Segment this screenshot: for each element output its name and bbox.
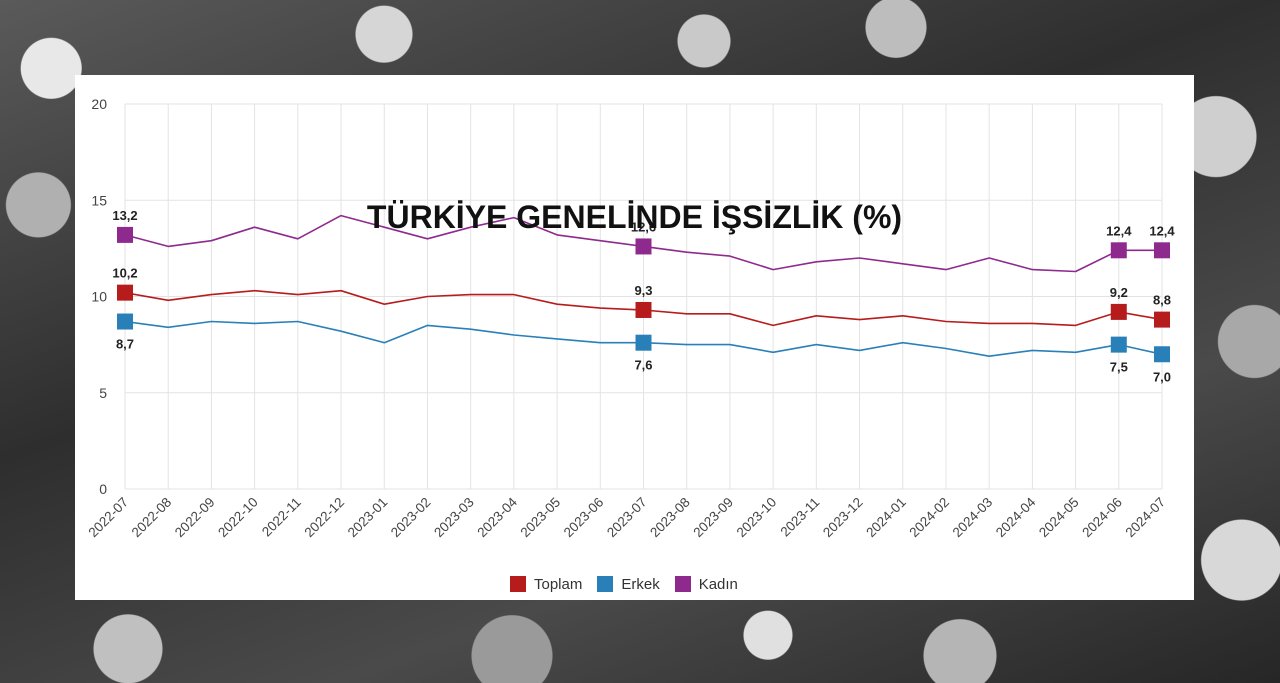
data-label: 7,5 — [1110, 360, 1128, 375]
chart-card: 0 5 10 15 20 2022-07 2022-08 2022-09 2022-10 2022… — [75, 75, 1194, 600]
x-tick-label: 2023-08 — [647, 495, 693, 541]
series — [117, 214, 1170, 363]
legend-label: Erkek — [621, 575, 660, 593]
data-label: 9,2 — [1110, 285, 1128, 300]
line-chart: 051015202022-072022-082022-092022-102022… — [85, 96, 1175, 540]
y-tick-label: 0 — [99, 481, 107, 497]
legend: Toplam Erkek Kadın — [510, 575, 753, 593]
x-tick-label: 2024-03 — [950, 495, 996, 541]
data-point-marker — [1154, 242, 1170, 259]
x-tick-label: 2022-09 — [172, 495, 218, 541]
x-tick-label: 2023-09 — [690, 495, 736, 541]
data-point-marker — [117, 226, 133, 243]
data-point-marker — [1110, 303, 1127, 320]
x-tick-label: 2024-07 — [1122, 495, 1168, 541]
x-tick-label: 2023-03 — [431, 495, 477, 541]
data-point-marker — [1110, 336, 1127, 353]
x-tick-label: 2022-12 — [302, 495, 348, 541]
data-point-marker — [635, 334, 652, 351]
y-tick-label: 15 — [91, 192, 107, 208]
data-label: 12,6 — [631, 219, 656, 234]
data-labels: 10,2 9,3 9,2 8,8 8,7 7,6 7,5 7,0 13,2 12,6 12,4 12,… — [112, 208, 1175, 384]
data-label: 10,2 — [112, 266, 137, 281]
data-point-marker — [1110, 242, 1127, 259]
data-point-marker — [117, 313, 133, 330]
x-tick-label: 2024-01 — [863, 495, 909, 541]
x-tick-label: 2022-10 — [215, 495, 261, 541]
x-tick-label: 2023-05 — [518, 495, 564, 541]
legend-item-erkek[interactable]: Erkek — [597, 575, 660, 593]
data-label: 9,3 — [634, 283, 652, 298]
legend-label: Kadın — [698, 575, 738, 593]
x-tick-label: 2023-02 — [388, 495, 434, 541]
data-label: 8,7 — [116, 337, 134, 352]
axes: 051015202022-072022-082022-092022-102022… — [85, 96, 1168, 540]
x-tick-label: 2024-05 — [1036, 495, 1082, 541]
y-tick-label: 10 — [91, 289, 107, 305]
x-tick-label: 2023-04 — [474, 494, 520, 540]
x-tick-label: 2024-04 — [993, 494, 1039, 540]
data-point-marker — [635, 238, 652, 255]
x-tick-label: 2024-02 — [906, 495, 952, 541]
data-label: 13,2 — [112, 208, 137, 223]
x-tick-label: 2023-10 — [734, 495, 780, 541]
data-label: 12,4 — [1106, 223, 1132, 238]
x-tick-label: 2024-06 — [1079, 495, 1125, 541]
data-label: 8,8 — [1153, 293, 1171, 308]
data-label: 7,0 — [1153, 369, 1171, 384]
legend-item-kadın[interactable]: Kadın — [674, 575, 738, 593]
x-tick-label: 2023-07 — [604, 495, 650, 541]
x-tick-label: 2023-11 — [778, 495, 823, 540]
legend-swatch — [674, 576, 691, 592]
legend-swatch — [597, 576, 614, 592]
data-label: 12,4 — [1149, 223, 1175, 238]
data-point-marker — [1154, 311, 1170, 328]
x-tick-label: 2022-07 — [85, 495, 131, 541]
x-tick-label: 2023-06 — [561, 495, 607, 541]
legend-swatch — [510, 576, 526, 592]
x-tick-label: 2023-12 — [820, 495, 866, 541]
legend-label: Toplam — [534, 575, 583, 593]
data-point-marker — [1154, 346, 1170, 363]
y-tick-label: 20 — [91, 96, 107, 112]
legend-item-toplam[interactable]: Toplam — [510, 576, 582, 593]
x-tick-label: 2022-11 — [259, 495, 304, 540]
x-tick-label: 2022-08 — [129, 495, 175, 541]
data-label: 7,6 — [634, 358, 652, 373]
grid — [124, 103, 1163, 490]
data-point-marker — [635, 301, 652, 318]
y-tick-label: 5 — [99, 385, 107, 401]
x-tick-label: 2023-01 — [345, 495, 391, 541]
chart-title: TÜRKİYE GENELİNDE İŞSİZLİK (%) — [366, 199, 903, 235]
data-point-marker — [117, 284, 133, 301]
